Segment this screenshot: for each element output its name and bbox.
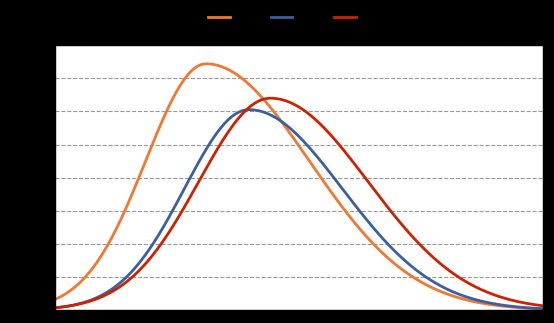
1989 — [203, 62, 209, 66]
2009 — [267, 96, 274, 100]
1999 — [540, 307, 546, 311]
1999 — [250, 108, 257, 112]
2009 — [387, 209, 394, 213]
Line: 2009: 2009 — [55, 98, 543, 308]
1989 — [540, 307, 546, 311]
1989 — [433, 287, 439, 291]
Legend: 1989, 1999, 2009: 1989, 1999, 2009 — [203, 6, 395, 28]
1989 — [267, 106, 274, 109]
1999 — [387, 245, 394, 249]
1999 — [442, 286, 448, 290]
2009 — [249, 103, 256, 107]
1989 — [442, 291, 448, 295]
2009 — [52, 306, 59, 310]
2009 — [442, 265, 448, 269]
1999 — [246, 108, 253, 111]
1989 — [250, 86, 257, 90]
2009 — [102, 293, 109, 297]
1999 — [267, 113, 274, 117]
1989 — [102, 247, 109, 251]
2009 — [540, 304, 546, 308]
Line: 1999: 1999 — [55, 109, 543, 309]
2009 — [433, 258, 439, 262]
1999 — [52, 306, 59, 310]
1999 — [433, 281, 439, 285]
1999 — [102, 291, 109, 295]
1989 — [387, 258, 394, 262]
Line: 1989: 1989 — [55, 64, 543, 309]
1989 — [52, 297, 59, 301]
2009 — [267, 96, 274, 100]
